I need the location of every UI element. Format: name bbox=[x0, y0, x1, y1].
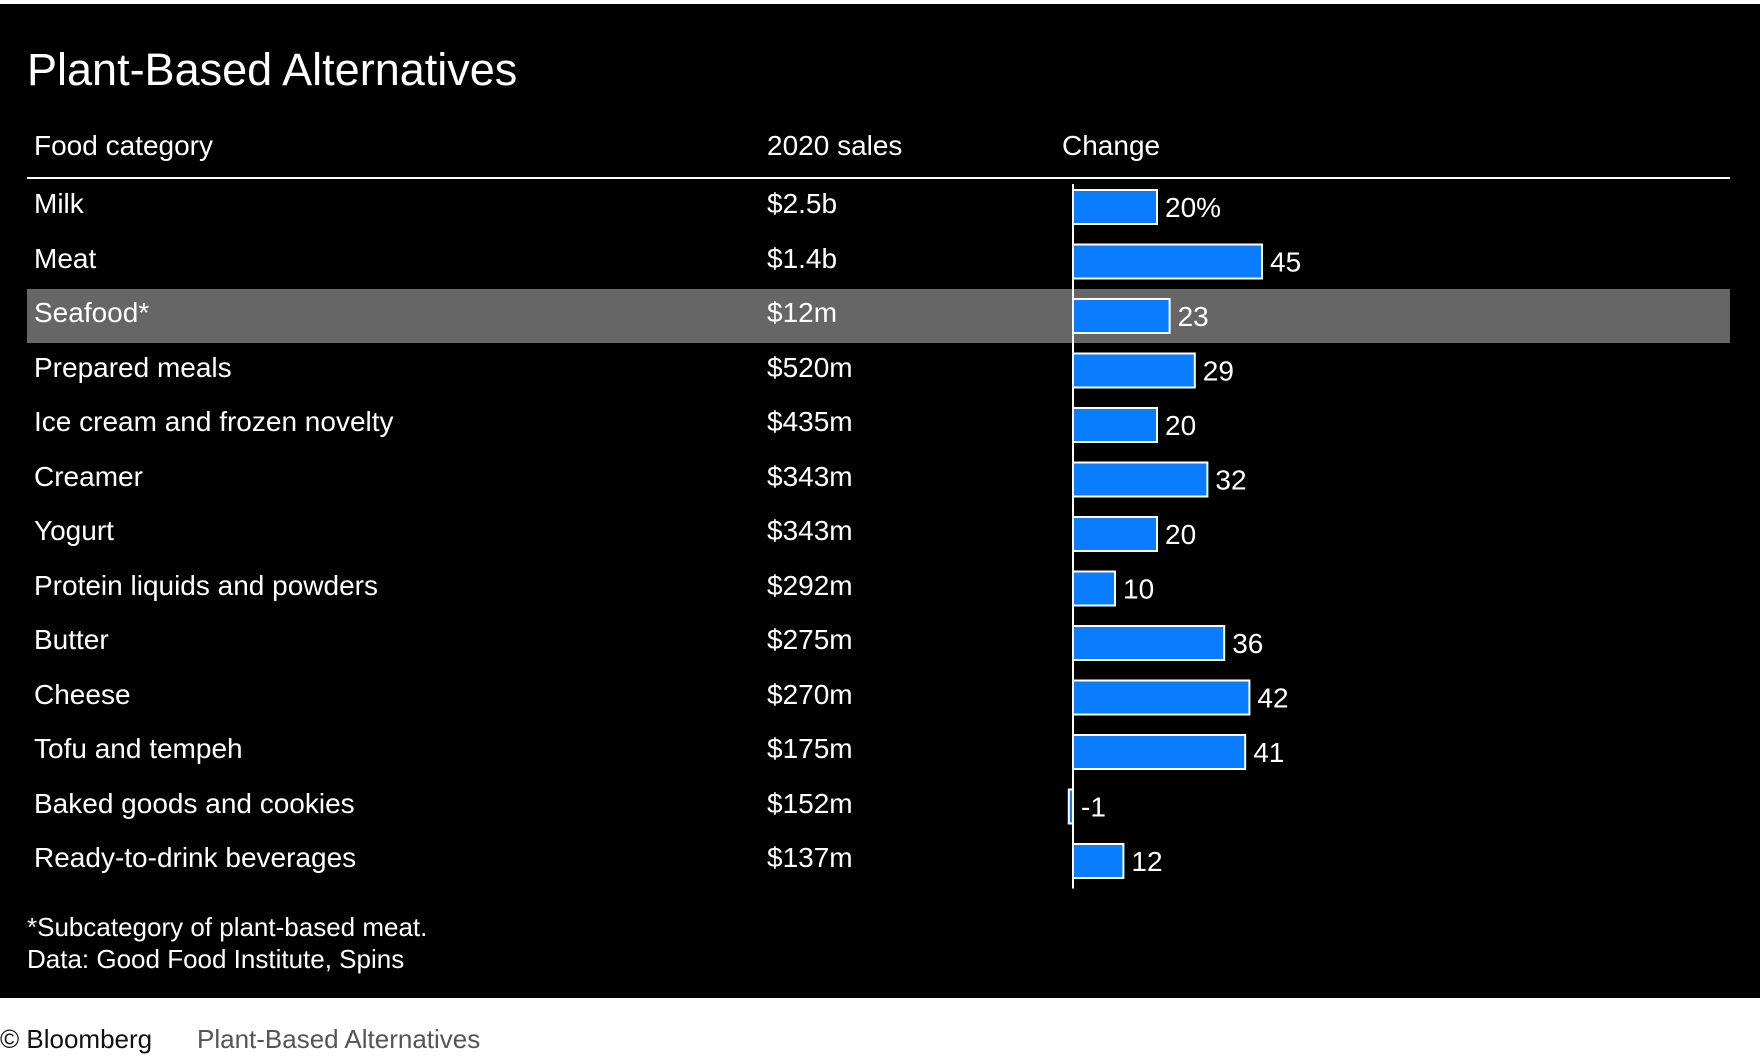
category-label: Prepared meals bbox=[34, 351, 232, 383]
bar bbox=[1072, 407, 1158, 443]
column-header-sales: 2020 sales bbox=[767, 130, 903, 161]
value-label: 20 bbox=[1165, 410, 1196, 441]
bar bbox=[1072, 734, 1247, 770]
table-row: Yogurt $343m bbox=[27, 507, 1730, 561]
value-label: -1 bbox=[1081, 792, 1106, 823]
table-row: Baked goods and cookies $152m bbox=[27, 780, 1730, 834]
table-row: Milk $2.5b bbox=[27, 180, 1730, 234]
sales-value: $2.5b bbox=[767, 188, 838, 219]
table-row: Tofu and tempeh $175m bbox=[27, 725, 1730, 779]
sales-value: $175m bbox=[767, 733, 853, 764]
value-label: 41 bbox=[1253, 737, 1284, 768]
credit-brand: © Bloomberg bbox=[0, 1024, 153, 1054]
value-label: 20% bbox=[1165, 192, 1221, 223]
bar bbox=[1072, 843, 1125, 879]
sales-value: $137m bbox=[767, 842, 853, 873]
bar bbox=[1072, 243, 1263, 280]
category-label: Seafood* bbox=[34, 297, 150, 328]
table-row: Prepared meals $520m bbox=[27, 344, 1730, 398]
table-row: Creamer $343m bbox=[27, 453, 1730, 507]
bar bbox=[1072, 298, 1171, 334]
category-label: Creamer bbox=[34, 460, 143, 492]
sales-value: $152m bbox=[767, 787, 853, 819]
bar bbox=[1072, 352, 1196, 389]
table-row: Protein liquids and powders $292m bbox=[27, 562, 1730, 616]
column-header-category: Food category bbox=[34, 130, 213, 161]
value-label: 20 bbox=[1165, 519, 1196, 550]
bar bbox=[1072, 570, 1116, 607]
value-label: 29 bbox=[1203, 356, 1234, 387]
header-divider bbox=[27, 177, 1730, 179]
category-label: Butter bbox=[34, 624, 109, 655]
category-label: Milk bbox=[34, 188, 84, 219]
footnote: *Subcategory of plant-based meat. bbox=[27, 912, 428, 942]
credit-title: Plant-Based Alternatives bbox=[197, 1024, 481, 1054]
value-label: 23 bbox=[1178, 301, 1209, 332]
table-row: Ready-to-drink beverages $137m bbox=[27, 834, 1730, 888]
sales-value: $275m bbox=[767, 624, 853, 655]
sales-value: $343m bbox=[767, 515, 853, 546]
source-note: Data: Good Food Institute, Spins bbox=[27, 944, 405, 974]
sales-value: $270m bbox=[767, 678, 853, 710]
value-label: 42 bbox=[1257, 683, 1288, 714]
chart-panel: Plant-Based Alternatives Food category 2… bbox=[0, 4, 1760, 998]
bar bbox=[1072, 679, 1251, 716]
sales-value: $12m bbox=[767, 297, 838, 328]
category-label: Protein liquids and powders bbox=[34, 569, 378, 601]
category-label: Ice cream and frozen novelty bbox=[34, 406, 394, 437]
value-label: 36 bbox=[1232, 628, 1263, 659]
value-label: 12 bbox=[1131, 846, 1162, 877]
sales-value: $292m bbox=[767, 569, 853, 601]
table-row: Butter $275m bbox=[27, 616, 1730, 670]
value-label: 32 bbox=[1215, 465, 1246, 496]
table-row: Cheese $270m bbox=[27, 671, 1730, 725]
sales-value: $1.4b bbox=[767, 242, 838, 274]
table-row: Ice cream and frozen novelty $435m bbox=[27, 398, 1730, 452]
bar bbox=[1072, 516, 1158, 552]
sales-value: $343m bbox=[767, 460, 853, 492]
value-label: 10 bbox=[1123, 574, 1154, 605]
category-label: Tofu and tempeh bbox=[34, 733, 243, 764]
table-row: Meat $1.4b bbox=[27, 235, 1730, 289]
value-label: 45 bbox=[1270, 247, 1301, 278]
chart-title: Plant-Based Alternatives bbox=[27, 44, 518, 95]
table-row: Seafood* $12m bbox=[27, 289, 1730, 343]
bar bbox=[1072, 625, 1226, 661]
category-label: Baked goods and cookies bbox=[34, 787, 355, 819]
category-label: Meat bbox=[34, 242, 97, 274]
category-label: Cheese bbox=[34, 678, 131, 710]
sales-value: $435m bbox=[767, 406, 853, 437]
category-label: Ready-to-drink beverages bbox=[34, 842, 357, 873]
bar bbox=[1072, 189, 1158, 225]
column-header-change: Change bbox=[1062, 130, 1161, 161]
bar bbox=[1072, 461, 1209, 498]
sales-value: $520m bbox=[767, 351, 853, 383]
category-label: Yogurt bbox=[34, 515, 114, 546]
